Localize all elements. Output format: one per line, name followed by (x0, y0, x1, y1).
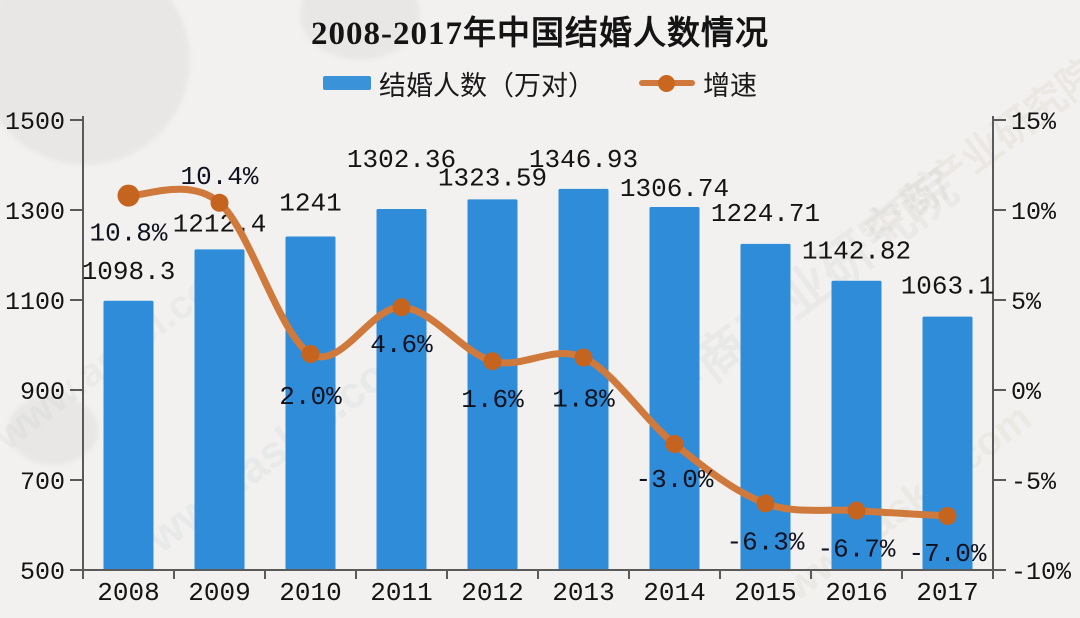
bar-2010 (285, 236, 336, 571)
growth-value-label: 1.8% (552, 385, 615, 415)
y-axis-left-tick-label: 1500 (5, 108, 65, 137)
line-series-marker-icon (639, 74, 695, 92)
legend-item-line: 增速 (639, 64, 757, 103)
bar-2011 (376, 208, 427, 571)
x-axis-label-2011: 2011 (370, 578, 432, 608)
growth-value-label: -6.3% (726, 527, 804, 557)
bar-2008 (103, 300, 154, 570)
growth-value-label: -3.0% (635, 465, 713, 495)
legend-bars-label: 结婚人数（万对） (379, 70, 595, 101)
bar-2015 (740, 243, 791, 570)
y-axis-right-tick-label: 5% (1011, 288, 1042, 317)
x-axis-label-2017: 2017 (916, 578, 978, 608)
y-axis-left-tick-label: 500 (20, 558, 65, 587)
growth-value-label: -7.0% (908, 539, 986, 569)
legend-line-label: 增速 (703, 70, 757, 101)
legend-item-bars: 结婚人数（万对） (323, 64, 595, 103)
x-axis-label-2008: 2008 (97, 578, 159, 608)
bar-value-label: 1212.4 (173, 209, 267, 239)
line-marker-2015 (756, 494, 775, 513)
y-axis-right-tick-label: 15% (1011, 108, 1057, 137)
x-axis-label-2015: 2015 (734, 578, 796, 608)
y-axis-left-tick-label: 1300 (5, 198, 65, 227)
bar-value-label: 1224.71 (711, 199, 820, 229)
growth-value-label: -6.7% (817, 535, 895, 565)
line-marker-2008 (117, 184, 140, 207)
bar-value-label: 1063.1 (901, 272, 995, 302)
bar-value-label: 1346.93 (529, 145, 638, 175)
growth-value-label: 4.6% (370, 330, 433, 360)
growth-value-label: 1.6% (461, 385, 524, 415)
bar-value-label: 1306.74 (620, 174, 729, 204)
bar-2017 (922, 316, 973, 570)
bar-series-swatch-icon (323, 76, 371, 90)
y-axis-right-tick-label: 0% (1011, 378, 1042, 407)
x-axis-label-2016: 2016 (825, 578, 887, 608)
x-axis-label-2009: 2009 (188, 578, 250, 608)
bar-2012 (467, 199, 518, 570)
growth-value-label: 10.8% (89, 219, 167, 249)
growth-value-label: 2.0% (279, 382, 342, 412)
line-marker-2009 (210, 193, 229, 212)
y-axis-left-tick-label: 900 (20, 378, 65, 407)
line-marker-2010 (301, 345, 320, 363)
y-axis-left-tick-label: 700 (20, 468, 65, 497)
x-axis-label-2014: 2014 (643, 578, 705, 608)
bar-2016 (831, 280, 882, 570)
bar-2014 (649, 206, 700, 571)
growth-line (125, 185, 951, 520)
line-marker-2016 (847, 501, 866, 520)
bar-value-label: 1142.82 (802, 237, 911, 267)
x-axis-label-2010: 2010 (279, 578, 341, 608)
chart-legend: 结婚人数（万对） 增速 (0, 64, 1080, 103)
x-axis-label-2013: 2013 (552, 578, 614, 608)
bar-value-label: 1323.59 (438, 163, 547, 193)
y-axis-right-tick-label: 10% (1011, 198, 1057, 227)
line-marker-2014 (665, 435, 684, 453)
line-marker-2011 (392, 298, 411, 317)
y-axis-right-tick-label: -5% (1011, 468, 1057, 497)
y-axis-right-tick-label: -10% (1011, 558, 1072, 587)
line-marker-2013 (574, 348, 593, 367)
bar-2009 (194, 249, 245, 571)
line-marker-2017 (938, 507, 957, 525)
x-axis-label-2012: 2012 (461, 578, 523, 608)
bar-value-label: 1098.3 (82, 257, 176, 287)
growth-value-label: 10.4% (180, 162, 258, 192)
line-marker-2012 (483, 352, 502, 371)
bar-value-label: 1302.36 (347, 145, 456, 175)
chart-title: 2008-2017年中国结婚人数情况 (311, 16, 769, 52)
bar-2013 (558, 188, 609, 570)
bar-value-label: 1241 (279, 189, 341, 219)
y-axis-left-tick-label: 1100 (5, 288, 65, 317)
